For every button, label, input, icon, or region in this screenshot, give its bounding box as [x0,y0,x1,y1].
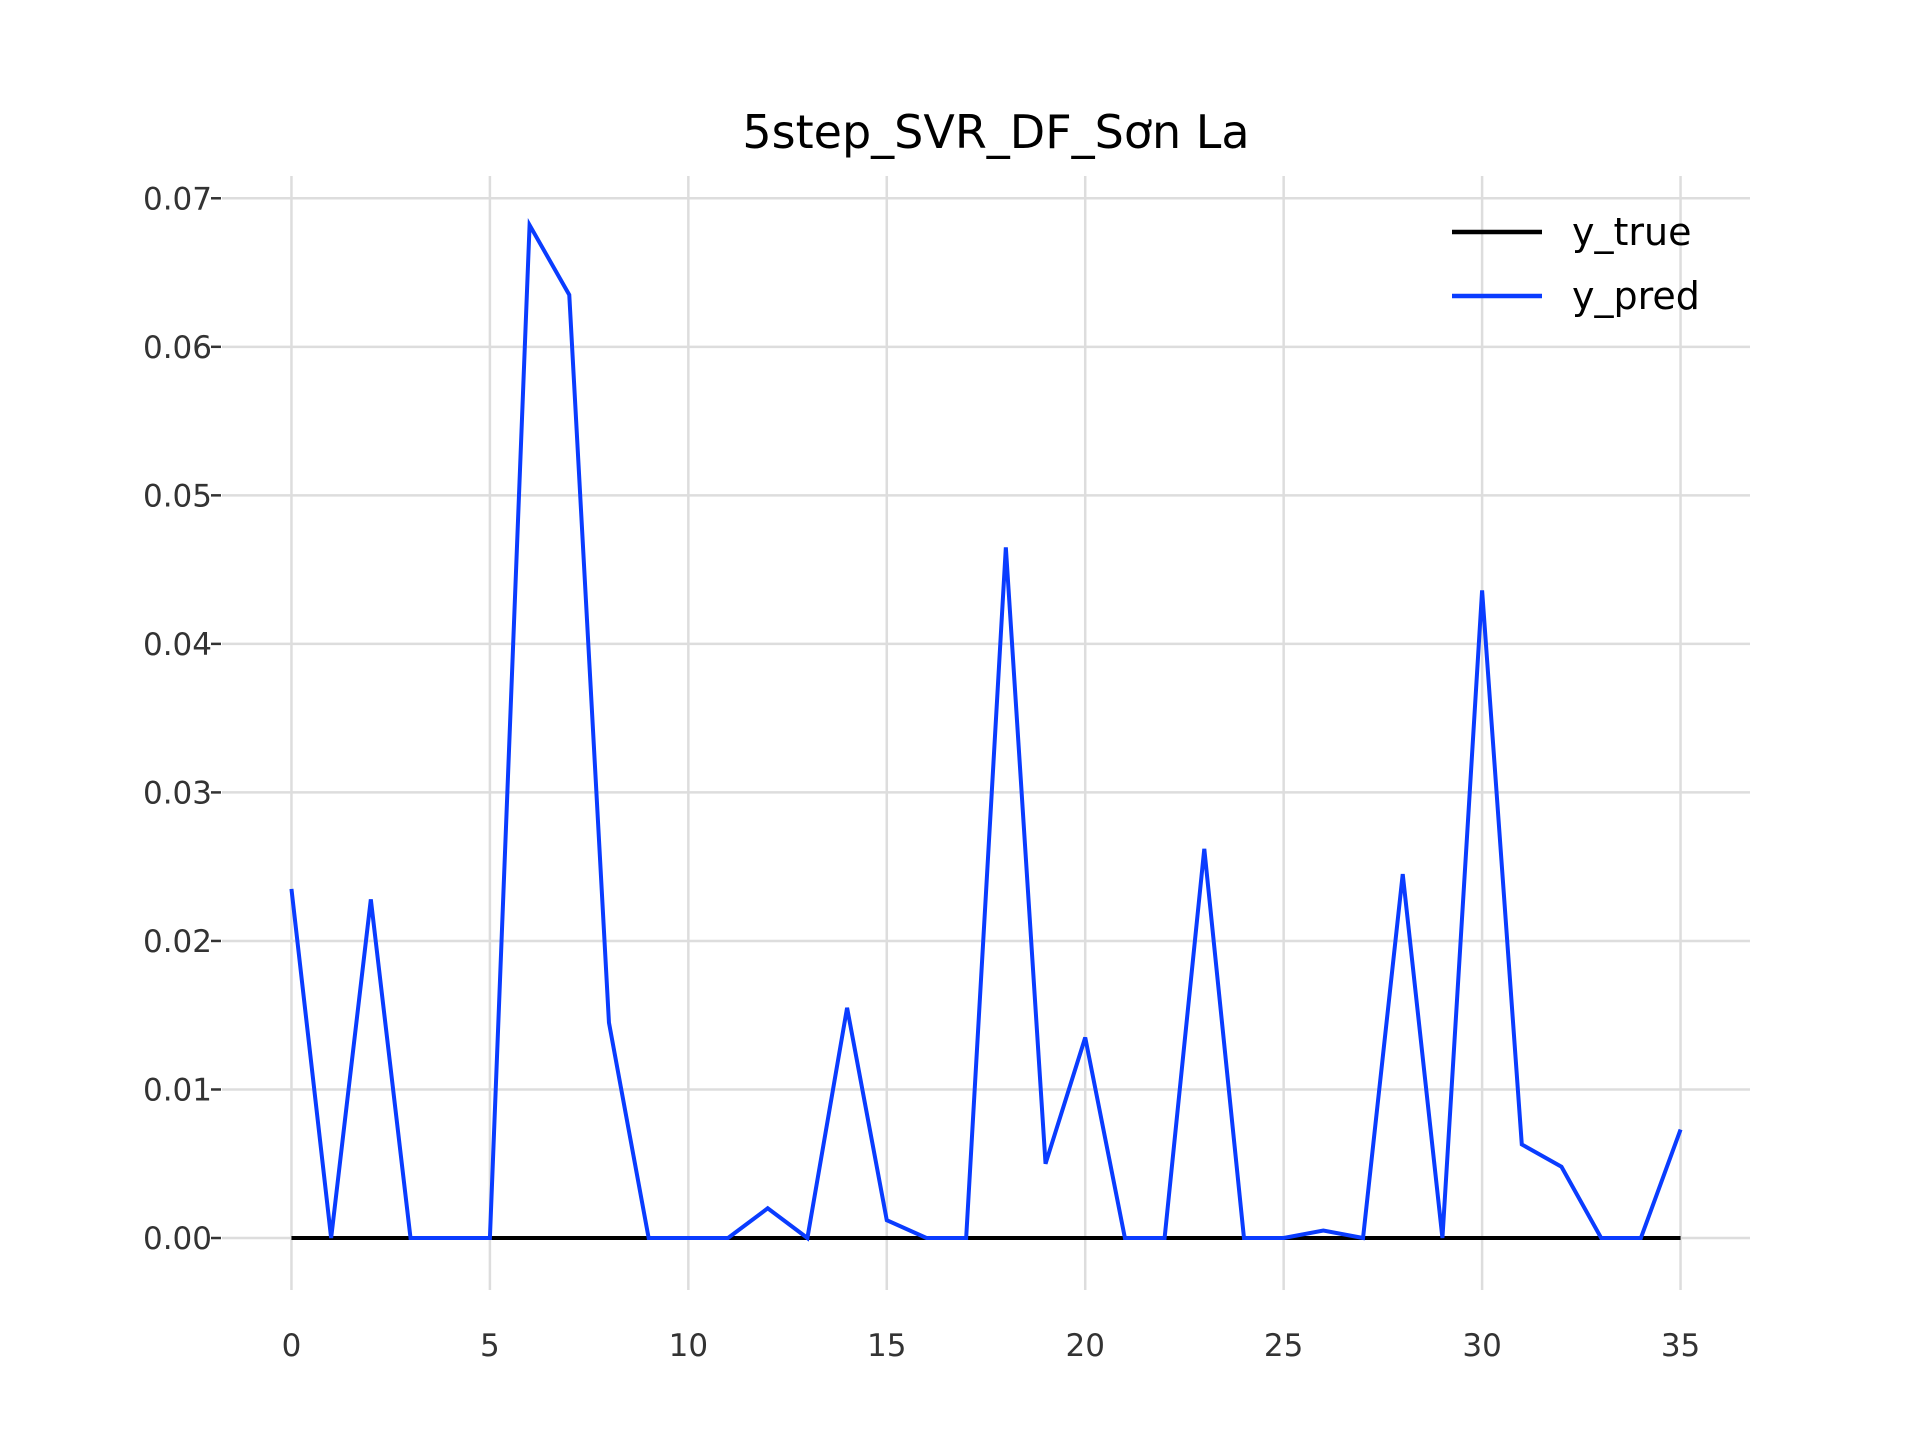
x-tick-label: 35 [1661,1328,1700,1364]
y-tick-label: 0.07 [143,181,212,217]
legend-label-y-true: y_true [1572,210,1691,254]
x-tick-label: 25 [1264,1328,1303,1364]
y-tick-label: 0.00 [143,1221,212,1257]
x-tick-label: 20 [1065,1328,1104,1364]
legend: y_true y_pred [1452,210,1700,318]
y-tick-label: 0.02 [143,924,212,960]
y-tick-label: 0.03 [143,775,212,811]
y-tick-label: 0.04 [143,627,212,663]
series-line-y-pred [289,217,1683,1242]
y-tick-label: 0.05 [143,478,212,514]
axes: 0 5 10 15 20 25 30 35 0.00 0.01 0.02 0.03 0.04 0.05 0.… [143,181,1700,1364]
chart-title: 5step_SVR_DF_Sơn La [742,105,1249,159]
y-tick-label: 0.06 [143,330,212,366]
x-tick-label: 10 [669,1328,708,1364]
legend-label-y-pred: y_pred [1572,274,1700,318]
x-tick-label: 0 [282,1328,302,1364]
x-tick-label: 15 [867,1328,906,1364]
x-tick-label: 30 [1462,1328,1501,1364]
y-tick-label: 0.01 [143,1072,212,1108]
x-tick-label: 5 [480,1328,500,1364]
series-layer [289,217,1683,1242]
